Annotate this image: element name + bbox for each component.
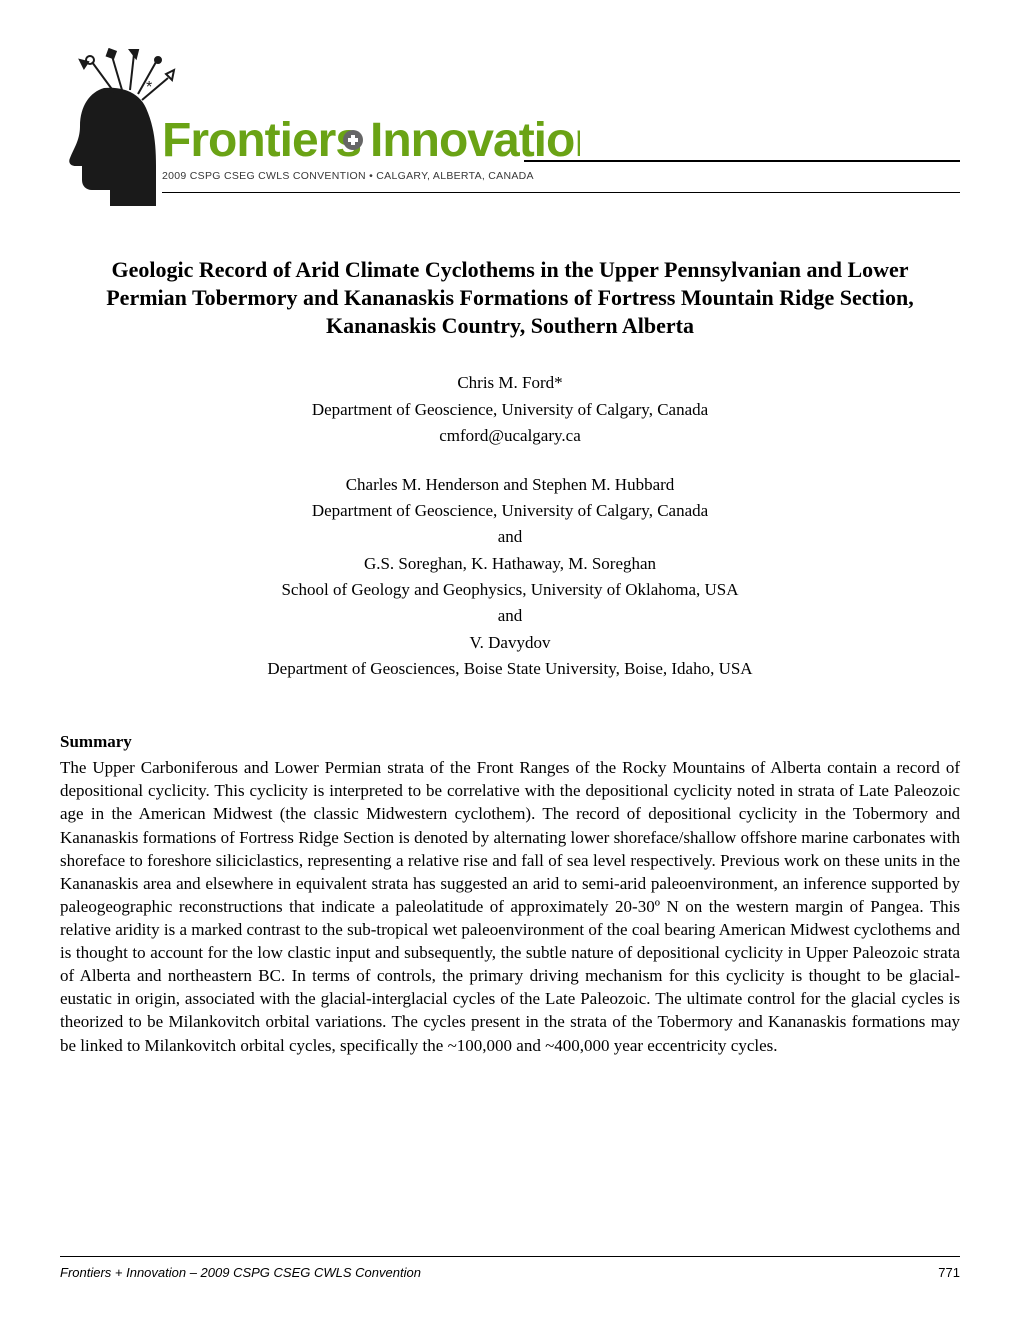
page-footer: Frontiers + Innovation – 2009 CSPG CSEG … xyxy=(60,1256,960,1280)
page-header: * Frontiers Innovation 2009 CSPG CSEG CW… xyxy=(60,48,960,218)
author-and: and xyxy=(60,524,960,550)
author-affiliation: School of Geology and Geophysics, Univer… xyxy=(60,577,960,603)
author-affiliation: Department of Geoscience, University of … xyxy=(60,498,960,524)
author-name: V. Davydov xyxy=(60,630,960,656)
author-name: G.S. Soreghan, K. Hathaway, M. Soreghan xyxy=(60,551,960,577)
footer-left: Frontiers + Innovation – 2009 CSPG CSEG … xyxy=(60,1265,421,1280)
author-name: Chris M. Ford* xyxy=(60,370,960,396)
author-group-rest: Charles M. Henderson and Stephen M. Hubb… xyxy=(60,472,960,683)
header-rule-thick xyxy=(524,160,960,162)
summary-body: The Upper Carboniferous and Lower Permia… xyxy=(60,756,960,1056)
author-group-1: Chris M. Ford* Department of Geoscience,… xyxy=(60,370,960,449)
footer-rule xyxy=(60,1256,960,1257)
footer-page-number: 771 xyxy=(938,1265,960,1280)
svg-text:Frontiers: Frontiers xyxy=(162,114,361,167)
header-rule-thin xyxy=(162,192,960,193)
svg-text:*: * xyxy=(146,79,152,96)
paper-title: Geologic Record of Arid Climate Cyclothe… xyxy=(70,256,950,340)
author-and: and xyxy=(60,603,960,629)
author-block: Chris M. Ford* Department of Geoscience,… xyxy=(60,370,960,682)
section-heading-summary: Summary xyxy=(60,732,960,752)
author-email: cmford@ucalgary.ca xyxy=(60,423,960,449)
author-name: Charles M. Henderson and Stephen M. Hubb… xyxy=(60,472,960,498)
author-affiliation: Department of Geoscience, University of … xyxy=(60,397,960,423)
author-affiliation: Department of Geosciences, Boise State U… xyxy=(60,656,960,682)
convention-line: 2009 CSPG CSEG CWLS CONVENTION • CALGARY… xyxy=(162,170,534,182)
